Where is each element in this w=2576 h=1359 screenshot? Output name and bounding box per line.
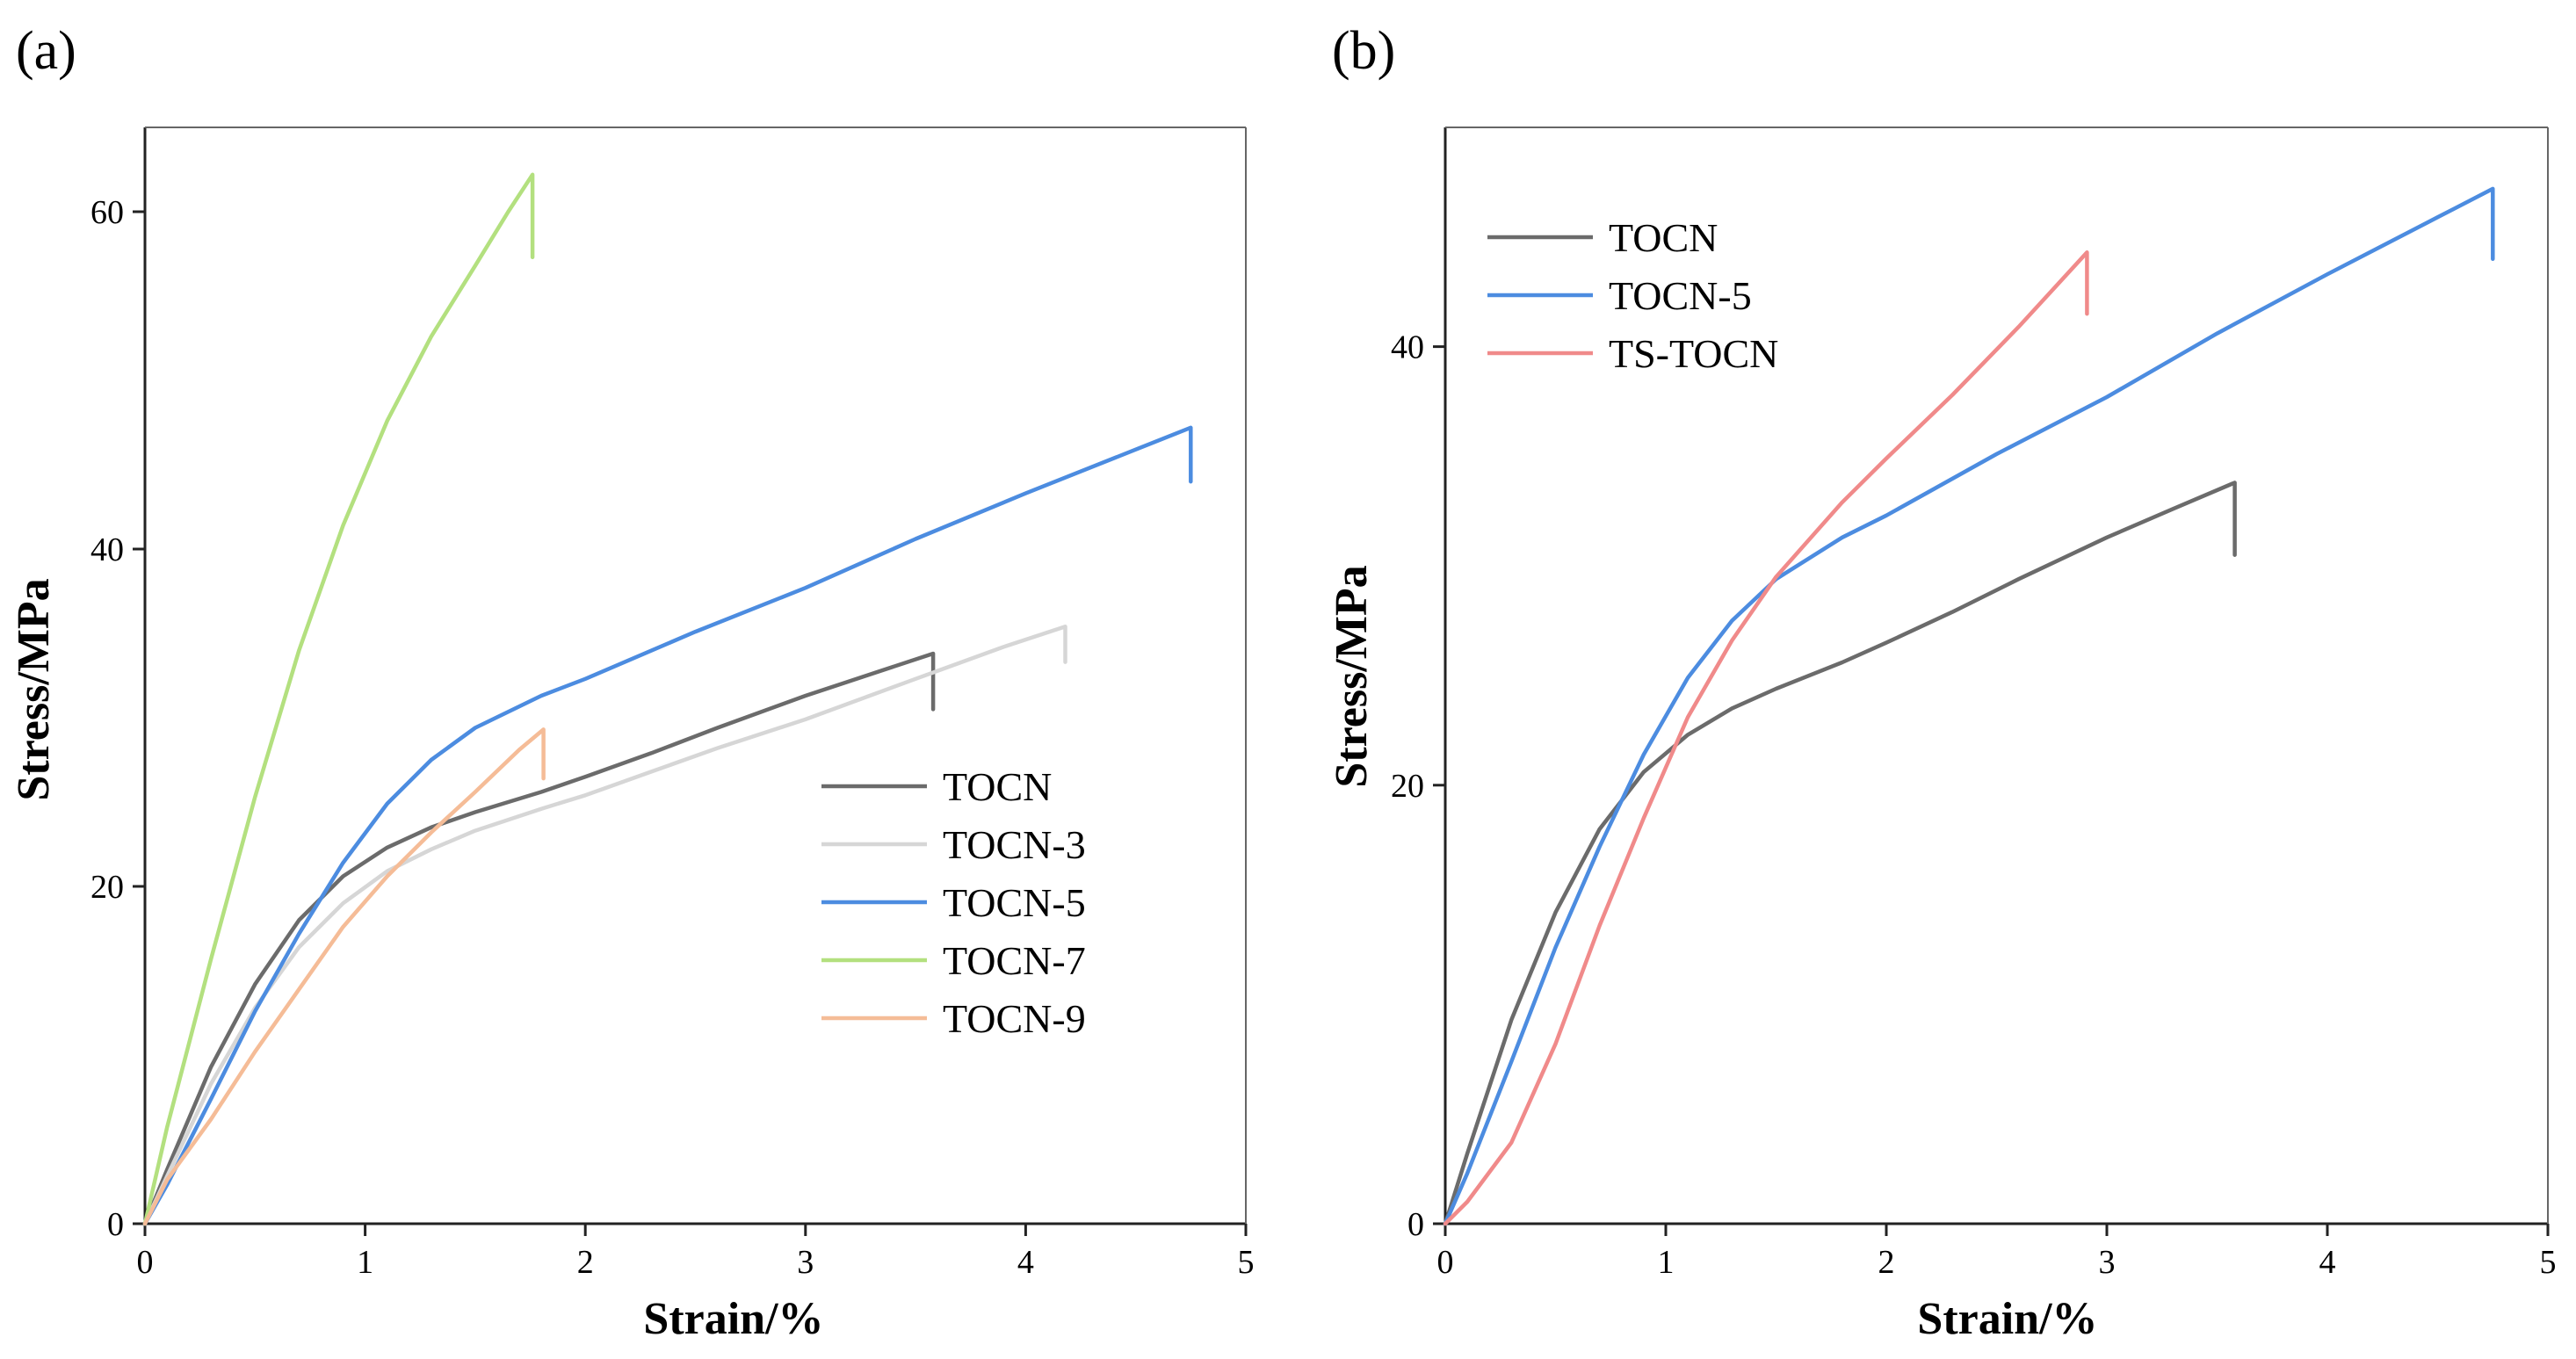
panel-a-series-line-tocn-9 — [142, 727, 546, 1226]
panel-b-x-tick-label: 4 — [2319, 1244, 2336, 1281]
panel-a-legend-label: TOCN-5 — [943, 880, 1086, 925]
panel-a-series-line-tocn — [142, 651, 936, 1226]
panel-a-ticks: 0 1 2 3 4 5 0 20 40 60 — [90, 194, 1255, 1281]
panel-b-series — [1443, 186, 2495, 1226]
panel-a-legend-item: TOCN-9 — [821, 996, 1086, 1041]
panel-a-legend-label: TOCN-3 — [943, 822, 1086, 867]
panel-b-legend-label: TS-TOCN — [1609, 331, 1778, 376]
panel-a-y-tick-label: 60 — [90, 194, 124, 231]
panel-a-series-line-tocn-3 — [142, 625, 1067, 1226]
panel-a-x-tick-label: 4 — [1017, 1244, 1034, 1281]
panel-b-legend-item: TOCN-5 — [1487, 273, 1752, 318]
panel-b-series-line-tocn-5 — [1443, 186, 2495, 1226]
panel-a-legend-item: TOCN — [821, 764, 1052, 809]
panel-a-x-tick-label: 2 — [577, 1244, 594, 1281]
panel-b-legend-item: TOCN — [1487, 215, 1718, 260]
panel-b-series-line-ts-tocn — [1443, 250, 2089, 1226]
panel-b-x-tick-label: 2 — [1878, 1244, 1895, 1281]
panel-a-series — [142, 172, 1193, 1226]
panel-b-ticks: 0 1 2 3 4 5 0 20 40 — [1391, 329, 2557, 1281]
panel-b-y-tick-label: 0 — [1407, 1206, 1424, 1243]
panel-a-y-tick-label: 40 — [90, 531, 124, 568]
panel-a-chart: (a) 0 1 2 3 4 5 0 20 40 60 Strain/% Stress/MPa TO… — [9, 21, 1255, 1344]
panel-a-legend-item: TOCN-5 — [821, 880, 1086, 925]
panel-b-chart: (b) 0 1 2 3 4 5 0 20 40 Strain/% Stress/MPa TOCN… — [1327, 21, 2557, 1344]
panel-a-y-tick-label: 20 — [90, 869, 124, 906]
panel-b-y-tick-label: 40 — [1391, 329, 1424, 366]
panel-b-x-tick-label: 1 — [1658, 1244, 1675, 1281]
panel-a-legend-label: TOCN — [943, 764, 1052, 809]
panel-a-frame — [143, 127, 1247, 1225]
panel-b-label: (b) — [1332, 21, 1395, 81]
panel-b-y-tick-label: 20 — [1391, 768, 1424, 805]
panel-b-frame — [1444, 127, 2549, 1225]
panel-a-legend-item: TOCN-7 — [821, 938, 1086, 983]
panel-a-legend-label: TOCN-7 — [943, 938, 1086, 983]
panel-a-series-line-tocn-7 — [142, 172, 535, 1226]
panel-a-x-tick-label: 3 — [797, 1244, 814, 1281]
panel-a-y-tick-label: 0 — [107, 1206, 124, 1243]
panel-b-x-tick-label: 0 — [1437, 1244, 1454, 1281]
panel-b-x-axis-title: Strain/% — [1917, 1294, 2097, 1344]
panel-b-x-tick-label: 5 — [2540, 1244, 2557, 1281]
panel-b-x-tick-label: 3 — [2099, 1244, 2116, 1281]
panel-b-series-line-tocn — [1443, 481, 2237, 1226]
panel-a-legend: TOCN TOCN-3 TOCN-5 TOCN-7 TOCN-9 — [821, 764, 1086, 1041]
panel-b-legend-item: TS-TOCN — [1487, 331, 1778, 376]
panel-a-x-tick-label: 5 — [1238, 1244, 1255, 1281]
panel-b-y-axis-title: Stress/MPa — [1327, 565, 1377, 787]
panel-a-series-line-tocn-5 — [142, 425, 1193, 1226]
panel-a-legend-item: TOCN-3 — [821, 822, 1086, 867]
panel-b-legend-label: TOCN — [1609, 215, 1718, 260]
panel-b-legend: TOCN TOCN-5 TS-TOCN — [1487, 215, 1778, 376]
panel-a-legend-label: TOCN-9 — [943, 996, 1086, 1041]
panel-b-legend-label: TOCN-5 — [1609, 273, 1752, 318]
panel-a-x-tick-label: 0 — [137, 1244, 154, 1281]
panel-a-x-axis-title: Strain/% — [643, 1294, 823, 1344]
panel-a-label: (a) — [16, 21, 76, 81]
panel-a-y-axis-title: Stress/MPa — [9, 578, 59, 800]
panel-a-x-tick-label: 1 — [357, 1244, 373, 1281]
